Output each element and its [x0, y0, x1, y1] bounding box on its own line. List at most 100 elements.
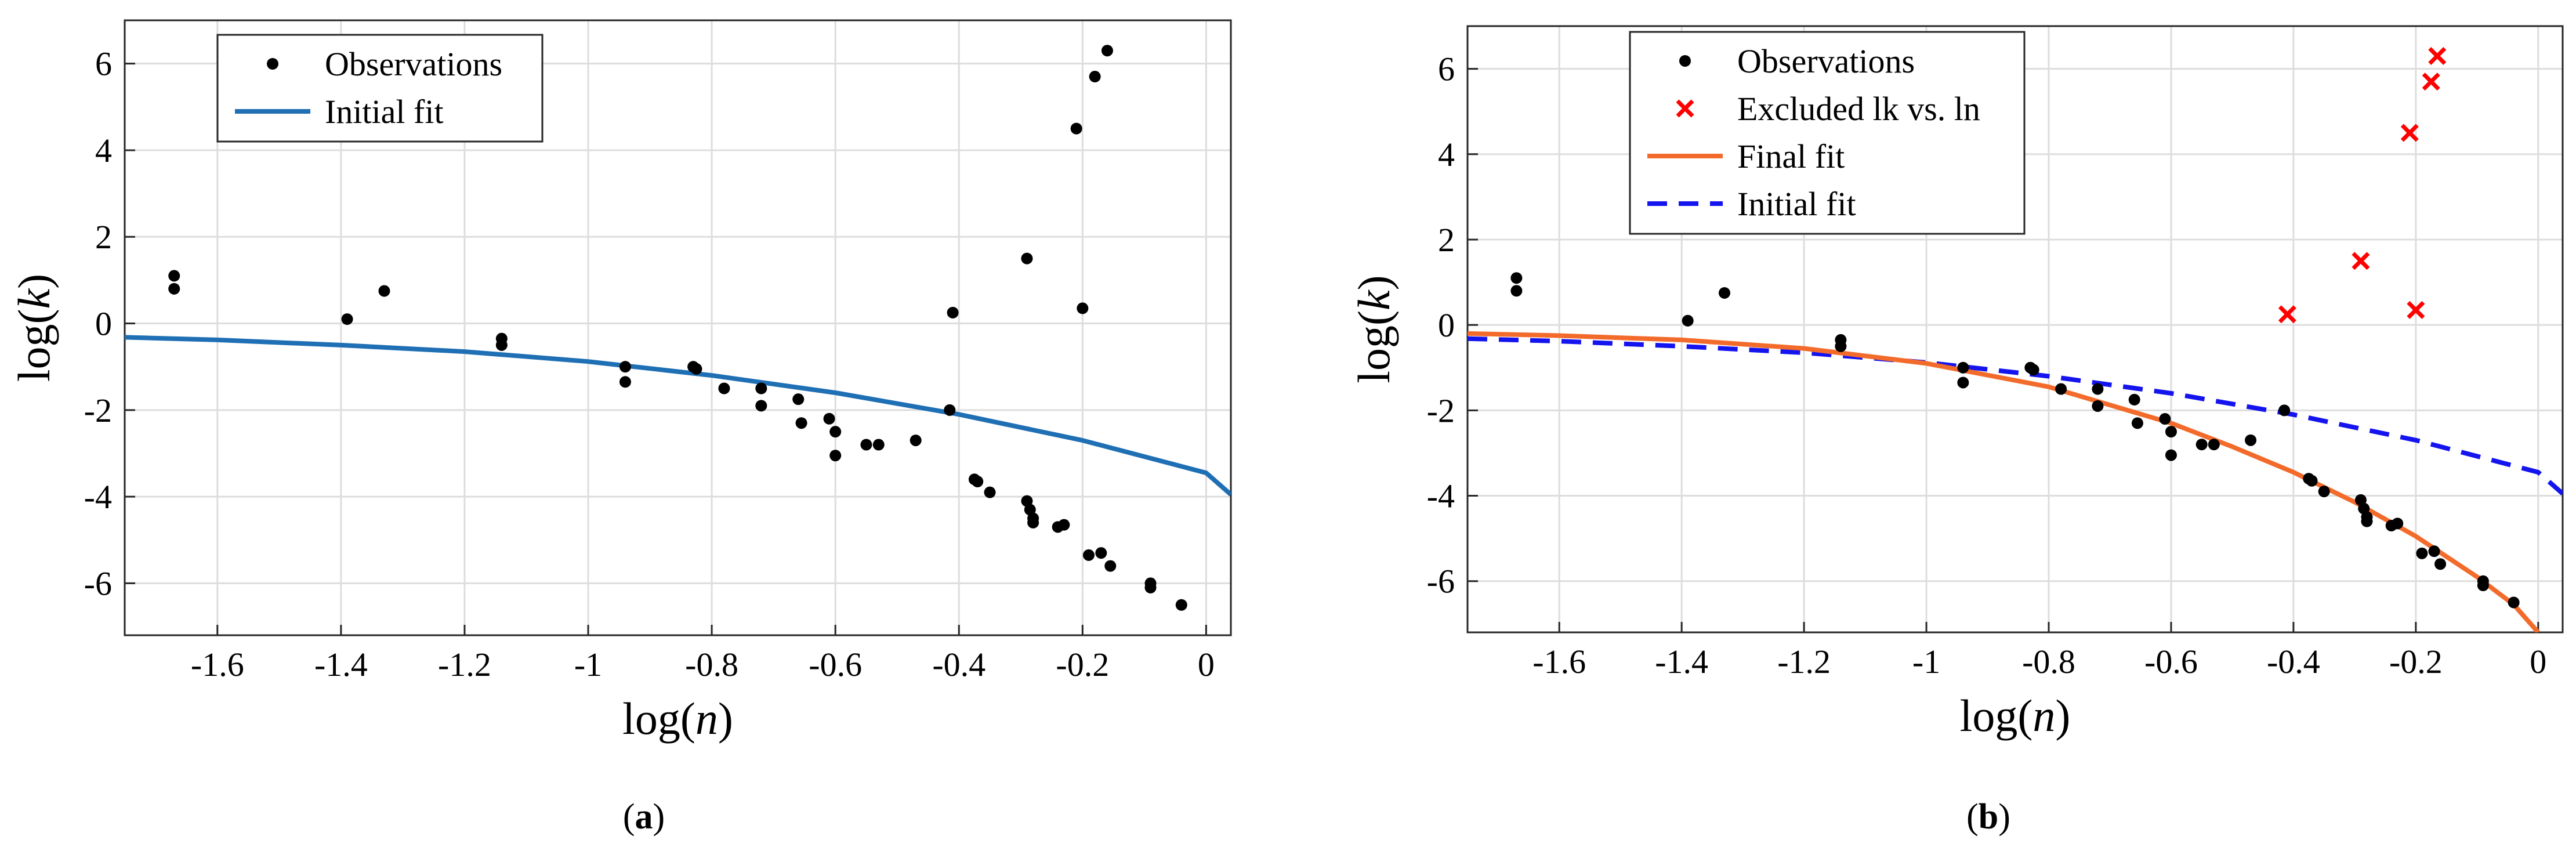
x-axis-label: log(n): [1960, 690, 2071, 741]
panel-b: -1.6 -1.4 -1.2 -1 -0.8 -0.6 -0.4 -0.2 0 -6 -4 -2 0 2 4…: [1427, 25, 2564, 837]
observation-point: [947, 306, 959, 318]
y-tick-label: -4: [84, 478, 112, 516]
y-tick-label: 2: [95, 218, 112, 256]
observation-point: [1510, 272, 1523, 284]
observation-point: [1089, 71, 1101, 83]
y-tick-label: -6: [1427, 563, 1455, 600]
initial-fit-line: [125, 335, 1231, 497]
x-tick-label: -0.4: [932, 646, 986, 683]
y-tick-label: 6: [95, 45, 112, 83]
observation-point: [972, 476, 984, 487]
observation-point: [378, 285, 390, 297]
observation-point: [823, 412, 835, 425]
observation-point: [2208, 439, 2220, 451]
excluded-point: [2407, 301, 2425, 319]
y-tick-label: 6: [1438, 50, 1455, 88]
observation-point: [1058, 519, 1070, 531]
x-tick-label: -1.2: [1777, 643, 1831, 681]
observation-point: [910, 435, 922, 447]
x-tick-label: -1.4: [314, 646, 368, 683]
excluded-point: [2428, 47, 2447, 65]
observation-point: [944, 404, 956, 416]
observation-point: [984, 486, 996, 498]
observation-point: [2165, 449, 2177, 461]
observation-point: [1021, 252, 1033, 265]
observation-point: [872, 439, 885, 451]
observation-point: [1070, 122, 1082, 135]
observation-point: [2306, 475, 2318, 487]
initial-fit-line: [1468, 336, 2563, 495]
x-tick-label: -1.6: [191, 646, 244, 683]
observation-point: [2027, 364, 2039, 376]
observation-point: [1510, 285, 1523, 297]
legend-label: Initial fit: [1737, 185, 1856, 223]
x-tick-label: -1.2: [438, 646, 491, 683]
excluded-point: [2278, 305, 2296, 324]
x-tick-label: -0.6: [809, 646, 862, 683]
observation-point: [2195, 439, 2208, 451]
observation-point: [1104, 560, 1117, 572]
observation-point: [168, 283, 180, 295]
x-tick-label: -0.4: [2267, 643, 2320, 681]
observation-point: [341, 313, 353, 325]
observation-point: [2165, 426, 2177, 438]
series-lines: [125, 335, 1231, 497]
observation-point: [829, 426, 842, 438]
observation-point: [2131, 417, 2143, 429]
observation-point: [2477, 580, 2489, 592]
legend-observation-marker: [1679, 55, 1691, 67]
y-tick-label: -6: [84, 564, 112, 602]
observation-point: [718, 382, 730, 394]
observation-point: [792, 393, 805, 406]
observation-point: [1957, 377, 1969, 389]
y-tick-label: 0: [95, 305, 112, 343]
y-axis-label: log(k): [9, 274, 59, 382]
observation-point: [2245, 434, 2257, 446]
legend-label: Initial fit: [325, 93, 444, 131]
plot-frame: [1466, 25, 2564, 634]
series-lines: [1468, 331, 2563, 632]
observation-point: [755, 400, 767, 412]
x-tick-label: -1.6: [1532, 643, 1586, 681]
observation-point: [1957, 361, 1969, 374]
observation-point: [2092, 400, 2104, 412]
y-tick-label: 0: [1438, 306, 1455, 344]
legend-label: Observations: [325, 45, 502, 83]
observation-point: [168, 270, 180, 282]
observation-point: [2318, 486, 2330, 498]
observation-point: [619, 376, 631, 388]
observation-point: [2416, 547, 2428, 559]
observation-point: [2092, 383, 2104, 395]
observation-point: [2361, 515, 2373, 527]
y-tick-label: -2: [84, 392, 112, 429]
observation-point: [619, 361, 631, 373]
y-tick-label: -4: [1427, 477, 1455, 515]
observation-point: [755, 382, 767, 394]
x-tick-label: 0: [1198, 646, 1215, 683]
y-tick-label: 2: [1438, 221, 1455, 259]
x-tick-label: -0.8: [2022, 643, 2075, 681]
x-tick-label: -0.2: [1056, 646, 1109, 683]
y-tick-label: 4: [95, 132, 112, 169]
observation-point: [1082, 549, 1095, 561]
panel-a: -1.6 -1.4 -1.2 -1 -0.8 -0.6 -0.4 -0.2 0 -6 -4 -2 0 2 4…: [84, 19, 1232, 837]
observation-point: [1077, 302, 1089, 314]
observation-point: [829, 450, 842, 462]
observation-point: [795, 417, 807, 429]
excluded-point-stroke: [2352, 252, 2370, 270]
y-tick-label: 4: [1438, 136, 1455, 173]
observation-point: [2392, 517, 2404, 530]
observation-point: [1835, 340, 1847, 352]
legend: Observations Initial fit: [216, 34, 544, 143]
legend-label: Final fit: [1737, 137, 1845, 175]
observation-point: [2055, 383, 2067, 395]
excluded-point-stroke: [2400, 124, 2419, 142]
observation-point: [1718, 287, 1730, 299]
excluded-point: [2422, 73, 2440, 91]
observation-point: [2434, 558, 2447, 570]
observation-point: [495, 339, 508, 351]
observation-point: [2278, 404, 2291, 417]
x-tick-label: -0.2: [2389, 643, 2443, 681]
x-tick-label: -0.8: [685, 646, 738, 683]
x-tick-label: -1.4: [1655, 643, 1708, 681]
